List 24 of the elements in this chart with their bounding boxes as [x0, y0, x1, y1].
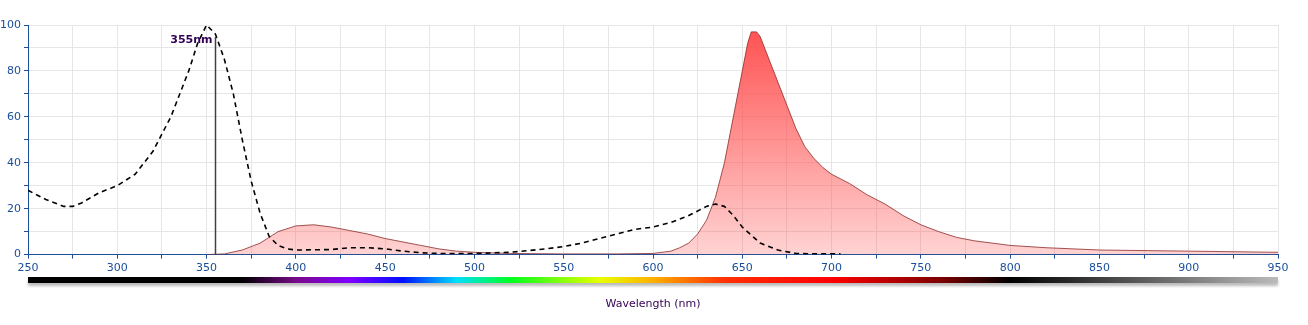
- y-tick-label: 60: [7, 109, 21, 123]
- x-axis-title: Wavelength (nm): [605, 297, 701, 311]
- x-tick-label: 350: [196, 261, 218, 275]
- x-tick-label: 900: [1178, 261, 1200, 275]
- y-tick-label: 80: [7, 63, 21, 77]
- y-tick-label: 40: [7, 155, 21, 169]
- x-tick-label: 650: [731, 261, 753, 275]
- y-tick-label: 20: [7, 201, 21, 215]
- x-tick-label: 500: [463, 261, 485, 275]
- x-tick-label: 550: [553, 261, 575, 275]
- x-tick-label: 700: [821, 261, 843, 275]
- x-tick-label: 800: [999, 261, 1021, 275]
- line-series: [28, 25, 842, 255]
- y-tick-label: 0: [14, 247, 21, 261]
- x-tick-label: 950: [1267, 261, 1289, 275]
- ref-line-label: 355nm: [170, 32, 213, 46]
- x-tick-label: 600: [642, 261, 664, 275]
- x-tick-label: 450: [374, 261, 396, 275]
- x-tick-label: 400: [285, 261, 307, 275]
- x-tick-label: 300: [106, 261, 128, 275]
- x-tick-label: 250: [17, 261, 39, 275]
- x-tick-label: 850: [1088, 261, 1110, 275]
- y-tick-label: 100: [0, 17, 21, 31]
- x-tick-label: 750: [910, 261, 932, 275]
